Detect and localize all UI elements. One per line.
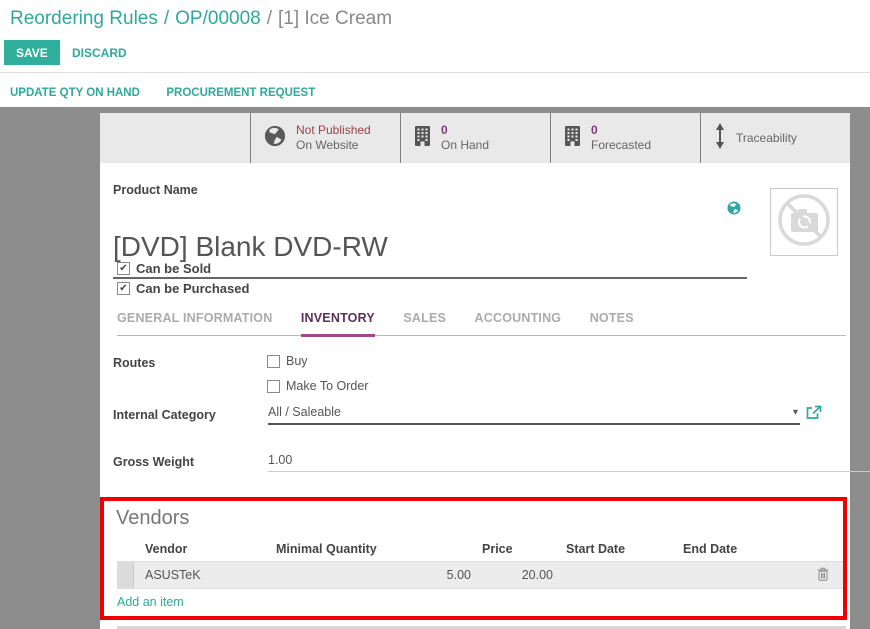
start-date-column-header: Start Date — [566, 542, 626, 556]
checkbox-box[interactable]: ✔ — [267, 354, 280, 368]
on-hand-count: 0 — [441, 123, 448, 137]
checkmark-icon: ✔ — [119, 282, 128, 294]
vendors-highlight-box: Vendors Vendor Minimal Quantity Price St… — [100, 497, 847, 620]
statbar-spacer — [100, 113, 250, 163]
route-make-to-order-label[interactable]: Make To Order — [286, 379, 369, 393]
product-name-input[interactable]: [DVD] Blank DVD-RW — [113, 231, 747, 279]
discard-button[interactable]: DISCARD — [64, 40, 135, 65]
tab-general-information[interactable]: GENERAL INFORMATION — [117, 311, 273, 325]
price-column-header: Price — [482, 542, 513, 556]
secondary-actions: UPDATE QTY ON HAND PROCUREMENT REQUEST — [10, 83, 337, 101]
end-date-column-header: End Date — [683, 542, 738, 556]
globe-icon — [264, 125, 286, 152]
vendor-table-row[interactable]: ASUSTeK 5.00 20.00 — [117, 561, 843, 589]
external-link-icon[interactable] — [806, 405, 822, 425]
can-be-sold-checkbox[interactable]: ✔ Can be Sold — [117, 261, 211, 276]
tab-inventory[interactable]: INVENTORY — [300, 311, 375, 337]
checkbox-box[interactable]: ✔ — [117, 282, 130, 295]
translate-globe-icon[interactable] — [727, 201, 741, 220]
next-section-edge — [117, 626, 846, 629]
update-qty-on-hand-button[interactable]: UPDATE QTY ON HAND — [10, 87, 140, 99]
internal-category-value: All / Saleable — [268, 405, 341, 419]
website-publish-button[interactable]: Not Published On Website — [250, 113, 400, 163]
row-drag-handle[interactable] — [117, 562, 134, 588]
product-image-placeholder[interactable] — [770, 188, 838, 256]
route-buy-checkbox[interactable]: ✔ Buy — [267, 354, 308, 368]
breadcrumb-separator: / — [266, 8, 272, 29]
vendors-section-title: Vendors — [116, 507, 190, 529]
trash-icon — [817, 567, 829, 584]
on-hand-label: On Hand — [441, 138, 490, 152]
dropdown-caret-icon[interactable]: ▾ — [792, 407, 798, 418]
vendor-cell: ASUSTeK — [145, 568, 201, 582]
forecasted-button[interactable]: 0 Forecasted — [550, 113, 700, 163]
top-bar: Reordering Rules / OP/00008/[1] Ice Cream … — [0, 0, 870, 107]
vendors-table-header: Vendor Minimal Quantity Price Start Date… — [117, 537, 843, 561]
price-cell: 20.00 — [521, 568, 553, 582]
traceability-button[interactable]: Traceability — [700, 113, 850, 163]
checkmark-icon: ✔ — [119, 262, 128, 274]
checkbox-box[interactable]: ✔ — [267, 379, 280, 393]
can-be-purchased-checkbox[interactable]: ✔ Can be Purchased — [117, 281, 249, 296]
forecasted-label: Forecasted — [591, 138, 652, 152]
internal-category-label: Internal Category — [113, 408, 216, 422]
route-make-to-order-checkbox[interactable]: ✔ Make To Order — [267, 379, 368, 393]
publish-target-text: On Website — [296, 138, 359, 152]
gross-weight-label: Gross Weight — [113, 455, 195, 469]
tab-notes[interactable]: NOTES — [589, 311, 634, 325]
routes-label: Routes — [113, 356, 156, 370]
minimal-quantity-cell: 5.00 — [446, 568, 471, 582]
building-icon — [414, 125, 431, 152]
stat-button-bar: Not Published On Website — [100, 113, 850, 163]
route-buy-label[interactable]: Buy — [286, 354, 308, 368]
delete-row-button[interactable] — [817, 567, 829, 584]
checkbox-box[interactable]: ✔ — [117, 262, 130, 275]
can-be-sold-label[interactable]: Can be Sold — [136, 261, 212, 276]
updown-arrow-icon — [714, 122, 726, 154]
form-canvas: Not Published On Website — [0, 107, 870, 629]
no-camera-icon — [776, 192, 832, 253]
breadcrumb-separator: / — [163, 8, 170, 29]
save-button[interactable]: SAVE — [4, 40, 60, 65]
building-icon — [564, 125, 581, 152]
procurement-request-button[interactable]: PROCUREMENT REQUEST — [166, 87, 316, 99]
breadcrumb: Reordering Rules / OP/00008/[1] Ice Cream — [10, 8, 392, 30]
breadcrumb-current-record: [1] Ice Cream — [278, 8, 393, 29]
breadcrumb-reordering-rules[interactable]: Reordering Rules — [10, 8, 158, 29]
vendor-column-header: Vendor — [145, 542, 188, 556]
breadcrumb-op00008[interactable]: OP/00008 — [175, 8, 261, 29]
forecasted-count: 0 — [591, 123, 598, 137]
product-name-label: Product Name — [113, 183, 198, 197]
on-hand-button[interactable]: 0 On Hand — [400, 113, 550, 163]
form-sheet: Not Published On Website — [100, 113, 870, 629]
notebook-tabs: GENERAL INFORMATION INVENTORY SALES ACCO… — [117, 309, 846, 337]
publish-status-text: Not Published — [296, 123, 371, 137]
handle-column-header — [117, 537, 134, 561]
add-an-item-link[interactable]: Add an item — [117, 595, 184, 609]
toolbar-divider — [0, 72, 870, 73]
minimal-quantity-column-header: Minimal Quantity — [276, 542, 377, 556]
gross-weight-input[interactable]: 1.00 — [268, 453, 870, 472]
vendors-table: Vendor Minimal Quantity Price Start Date… — [117, 537, 843, 589]
internal-category-combobox[interactable]: All / Saleable ▾ — [268, 405, 800, 425]
traceability-label: Traceability — [736, 130, 797, 145]
tab-accounting[interactable]: ACCOUNTING — [474, 311, 562, 325]
can-be-purchased-label[interactable]: Can be Purchased — [136, 281, 250, 296]
tab-sales[interactable]: SALES — [403, 311, 447, 325]
